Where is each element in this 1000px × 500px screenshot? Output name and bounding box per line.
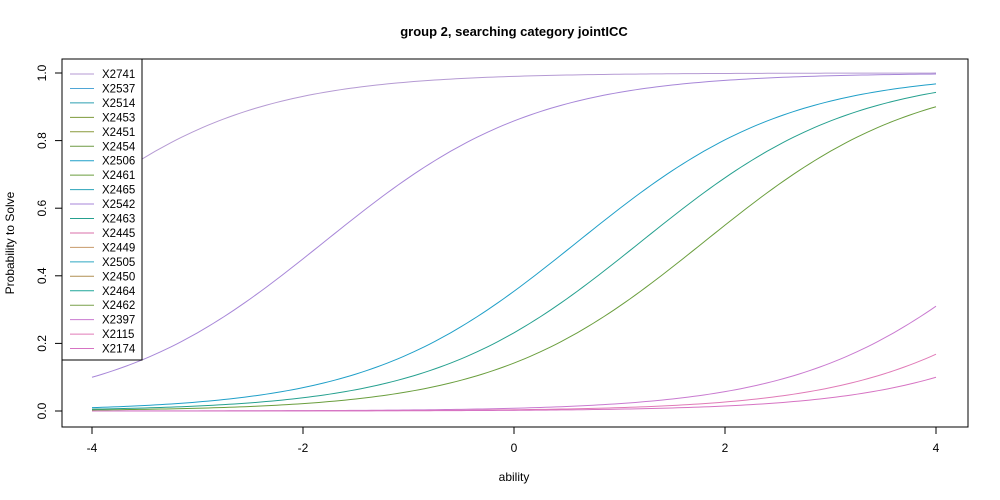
legend-item-X2454: X2454 (102, 141, 136, 153)
series-line-X2461 (91, 106, 937, 411)
legend-box (61, 58, 143, 361)
y-tick-label: 0.0 (35, 402, 49, 419)
y-tick-label: 1.0 (35, 64, 49, 81)
legend-item-X2464: X2464 (102, 286, 136, 298)
legend-item-X2506: X2506 (102, 156, 135, 168)
x-tick-label: 0 (511, 441, 518, 455)
series-line-X2463 (91, 91, 937, 410)
x-tick-label: -4 (87, 441, 98, 455)
legend-item-X2453: X2453 (102, 112, 135, 124)
x-tick-label: 4 (933, 441, 940, 455)
legend-item-X2537: X2537 (102, 83, 135, 95)
legend-item-X2449: X2449 (102, 242, 135, 254)
x-axis-label: ability (499, 470, 530, 484)
y-axis-label: Probability to Solve (3, 191, 17, 294)
x-tick-label: -2 (298, 441, 309, 455)
series-line-X2397 (92, 305, 937, 412)
legend: X2741 X2537 X2514 X2453 X2451 X2454 X2506 X2461… (61, 58, 143, 361)
legend-item-X2465: X2465 (102, 185, 135, 197)
legend-item-X2741: X2741 (102, 69, 135, 81)
legend-item-X2463: X2463 (102, 214, 135, 226)
series-line-X2741 (91, 72, 937, 194)
series-line-X2174 (92, 376, 937, 412)
y-tick-label: 0.8 (35, 132, 49, 149)
legend-item-X2542: X2542 (102, 199, 135, 211)
y-tick-label: 0.4 (35, 267, 49, 284)
legend-item-X2514: X2514 (102, 98, 136, 110)
legend-item-X2115: X2115 (102, 329, 134, 341)
legend-item-X2174: X2174 (102, 344, 136, 356)
series-line-X2542 (91, 73, 937, 378)
legend-item-X2445: X2445 (102, 228, 135, 240)
y-axis: 0.0 0.2 0.4 0.6 0.8 1.0 (35, 64, 63, 419)
legend-item-X2397: X2397 (102, 315, 135, 327)
y-tick-label: 0.6 (35, 200, 49, 217)
x-tick-label: 2 (722, 441, 729, 455)
series-line-X2506 (91, 83, 937, 409)
legend-item-X2505: X2505 (102, 257, 135, 269)
legend-item-X2461: X2461 (102, 170, 135, 182)
series-lines (91, 72, 937, 412)
y-tick-label: 0.2 (35, 335, 49, 352)
plot-frame (61, 58, 969, 428)
legend-item-X2450: X2450 (102, 271, 135, 283)
legend-item-X2451: X2451 (102, 127, 135, 139)
chart-title: group 2, searching category jointICC (400, 24, 628, 39)
x-axis: -4 -2 0 2 4 (87, 426, 940, 455)
legend-item-X2462: X2462 (102, 300, 135, 312)
